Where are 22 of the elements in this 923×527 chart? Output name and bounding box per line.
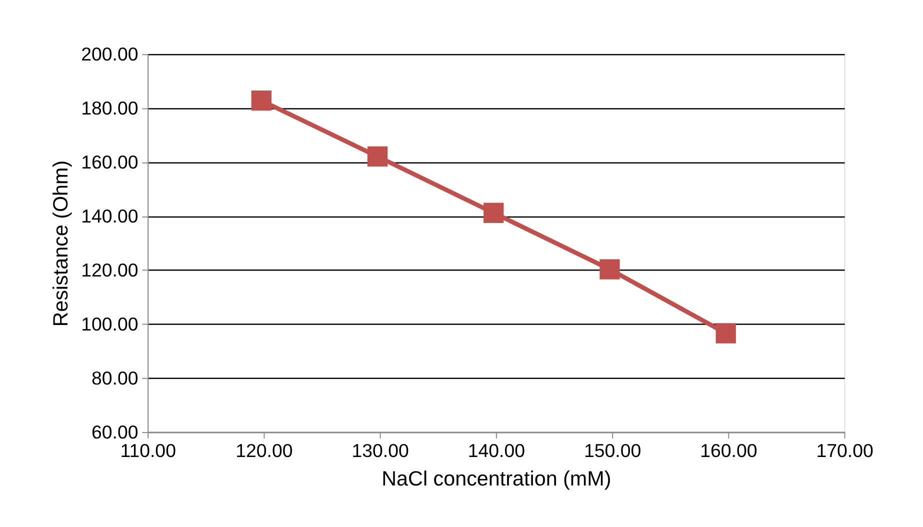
y-tick-label: 120.00: [81, 259, 138, 280]
x-tick-label: 110.00: [120, 440, 176, 462]
y-tick-label: 60.00: [91, 421, 138, 442]
point: [484, 202, 504, 223]
x-tick-label: 120.00: [236, 440, 293, 462]
y-tick-label: 180.00: [81, 98, 138, 119]
x-tick-label: 160.00: [700, 440, 758, 462]
y-tick-label: 160.00: [81, 152, 138, 173]
y-tick-label: 80.00: [91, 367, 138, 388]
y-tick-label: 100.00: [81, 313, 138, 334]
y-tick-label: 140.00: [81, 206, 138, 226]
point: [716, 323, 736, 344]
x-tick-label: 150.00: [584, 440, 642, 462]
point: [367, 146, 388, 167]
y-tick-label: 200.00: [81, 44, 138, 65]
x-tick-label: 130.00: [352, 440, 409, 462]
x-axis-title: NaCl concentration (mM): [382, 468, 612, 491]
point: [251, 90, 272, 111]
point: [600, 259, 620, 280]
x-tick-label: 140.00: [468, 440, 526, 462]
x-tick-label: 170.00: [816, 440, 874, 462]
y-axis-title: Resistance (Ohm): [49, 160, 72, 327]
